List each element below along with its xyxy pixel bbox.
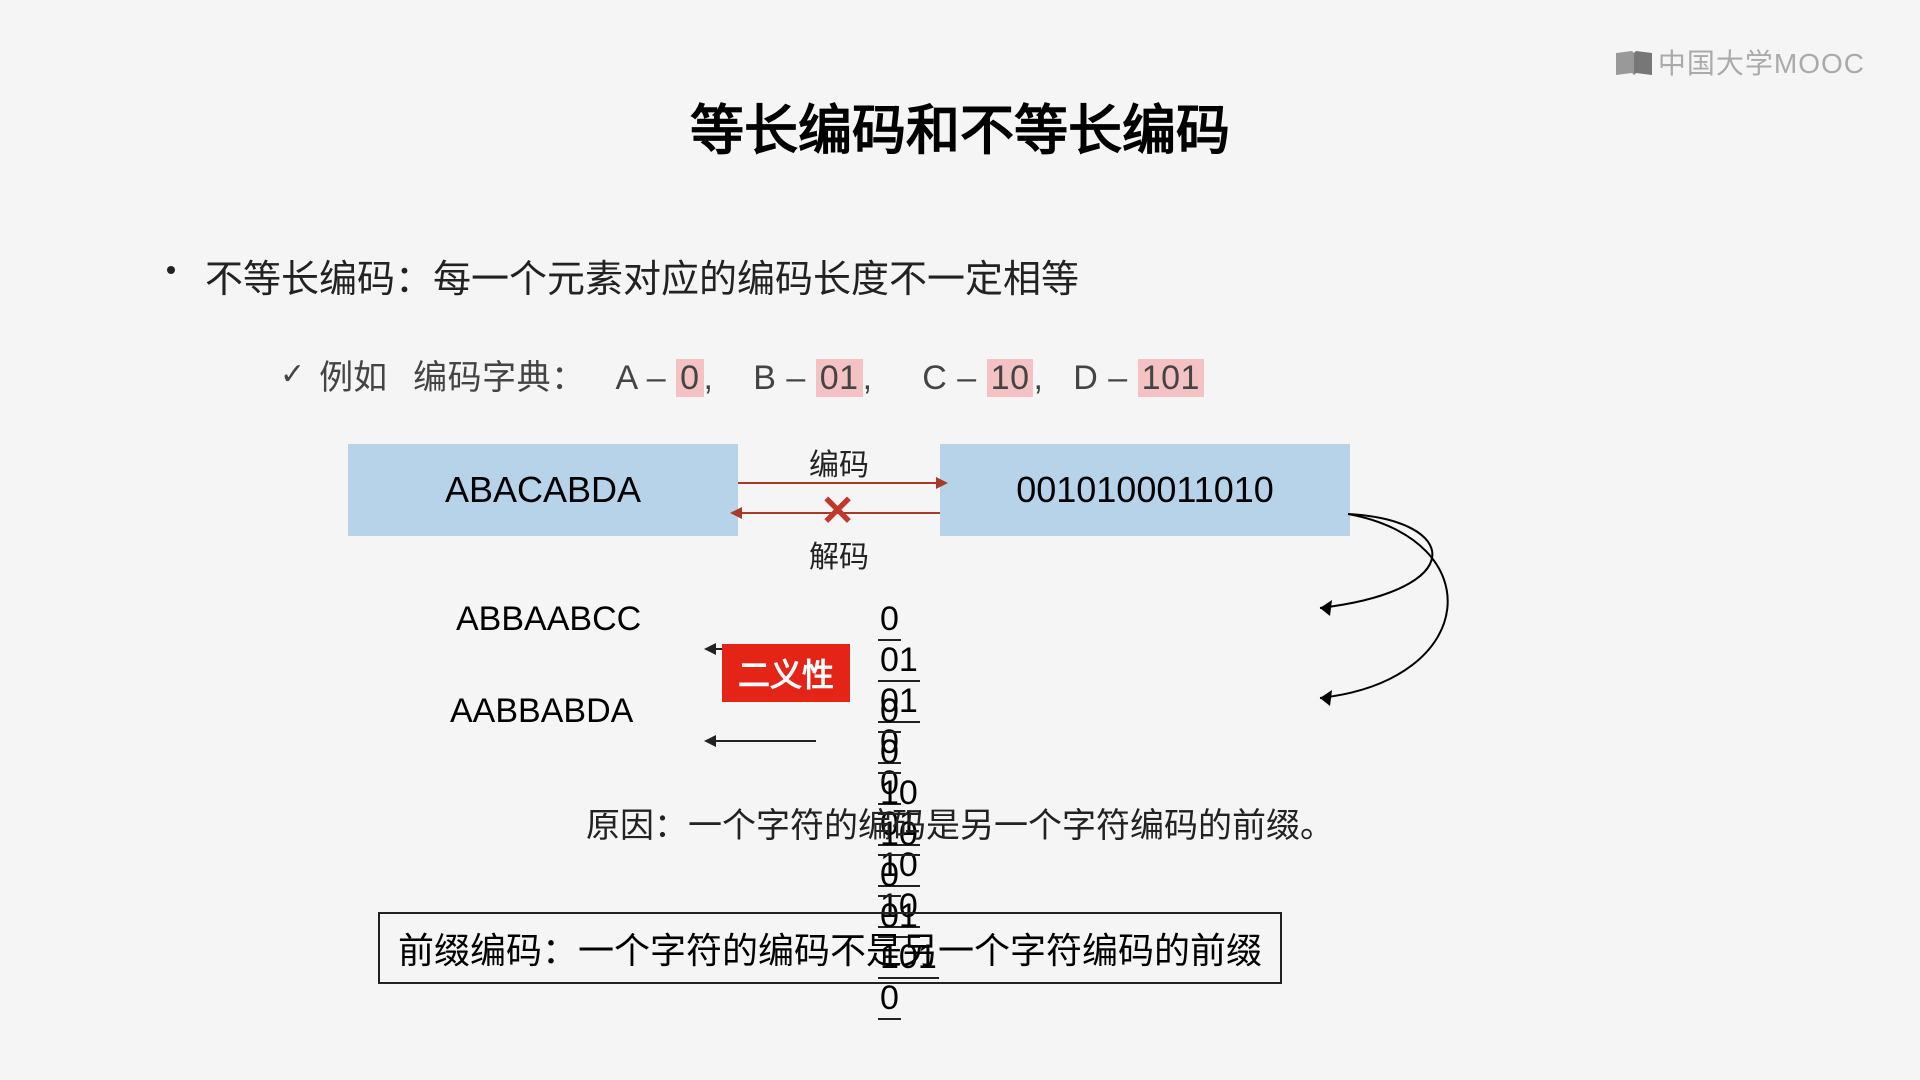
dict-a-letter: A [615,359,636,397]
decode-label: 解码 [742,532,936,576]
dict-d-code: 101 [1138,359,1204,397]
decode1-text: ABBAABCC [456,600,641,639]
dict-c-letter: C [922,359,947,397]
slide-title: 等长编码和不等长编码 [0,86,1920,165]
brand-logo: 中国大学MOOC [1616,42,1865,82]
bit-segment: 0 [878,856,901,897]
ambiguity-badge: 二义性 [722,644,850,702]
dict-b-letter: B [753,359,776,397]
bit-segment: 0 [878,733,901,774]
prefix-definition: 前缀编码：一个字符的编码不是另一个字符编码的前缀 [378,912,1282,984]
dict-c-code: 10 [987,359,1034,397]
bullet-dot-icon [167,266,175,274]
dictionary: 编码字典： A – 0, B – 01, C – 10, D – 101 [413,350,1204,399]
example-label: 例如 [319,350,387,399]
bit-segment: 0 [878,600,901,641]
encode-label: 编码 [742,440,936,484]
bit-segment: 0 [878,979,901,1020]
dict-a-code: 0 [676,359,703,397]
dict-label: 编码字典： [413,359,586,397]
arrow-left-icon [706,712,816,751]
bit-segment: 0 [878,692,901,733]
encoded-box: 0010100011010 [940,444,1350,536]
check-icon: ✓ [280,357,305,392]
cross-icon: ✕ [820,486,855,535]
curve-arrows [1340,500,1500,740]
dict-b-code: 01 [816,359,863,397]
dict-d-letter: D [1073,359,1098,397]
reason-text: 原因：一个字符的编码是另一个字符编码的前缀。 [0,798,1920,847]
brand-text: 中国大学MOOC [1658,42,1865,82]
bullet-main: 不等长编码：每一个元素对应的编码长度不一定相等 [205,248,1079,303]
example-row: ✓ 例如 编码字典： A – 0, B – 01, C – 10, D – 10… [280,350,1204,399]
source-box: ABACABDA [348,444,738,536]
decode2-text: AABBABDA [450,692,633,731]
arrow-right [738,482,940,484]
encode-decode-arrows: 编码 ✕ 解码 [742,444,936,536]
bullet-text: 不等长编码：每一个元素对应的编码长度不一定相等 [205,259,1079,301]
book-icon [1616,50,1652,74]
bit-segment: 01 [878,641,920,682]
